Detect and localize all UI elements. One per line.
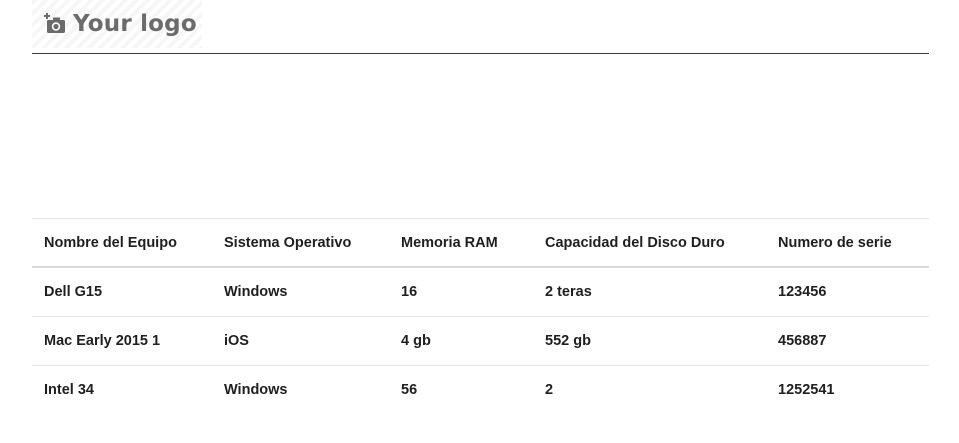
cell-disco: 552 gb	[533, 316, 766, 366]
logo[interactable]: Your logo	[32, 0, 202, 48]
column-header-ram: Memoria RAM	[389, 218, 533, 268]
table-row: Dell G15 Windows 16 2 teras 123456	[32, 267, 929, 317]
camera-add-icon	[44, 13, 65, 33]
cell-ram: 56	[401, 382, 418, 398]
table-row: Intel 34 Windows 56 2 1252541	[32, 366, 929, 415]
column-header-sistema: Sistema Operativo	[212, 218, 389, 268]
table-header-row: Nombre del Equipo Sistema Operativo Memo…	[32, 218, 929, 268]
cell-equipo: Dell G15	[32, 267, 212, 317]
cell-equipo: Intel 34	[44, 382, 94, 398]
cell-ram: 16	[389, 267, 533, 317]
cell-serie: 1252541	[778, 382, 835, 398]
cell-equipo: Mac Early 2015 1	[32, 316, 212, 366]
column-header-disco: Capacidad del Disco Duro	[533, 218, 766, 268]
page-header: Your logo	[32, 0, 929, 54]
cell-disco: 2	[545, 382, 554, 398]
equipment-table: Nombre del Equipo Sistema Operativo Memo…	[32, 218, 929, 414]
cell-serie: 123456	[766, 267, 929, 317]
cell-disco: 2 teras	[533, 267, 766, 317]
cell-serie: 456887	[766, 316, 929, 366]
cell-ram: 4 gb	[389, 316, 533, 366]
table-row: Mac Early 2015 1 iOS 4 gb 552 gb 456887	[32, 316, 929, 366]
cell-sistema: Windows	[224, 382, 288, 398]
logo-text: Your logo	[73, 11, 197, 37]
column-header-serie: Numero de serie	[766, 218, 929, 268]
cell-sistema: iOS	[212, 316, 389, 366]
cell-sistema: Windows	[212, 267, 389, 317]
column-header-equipo: Nombre del Equipo	[32, 218, 212, 268]
